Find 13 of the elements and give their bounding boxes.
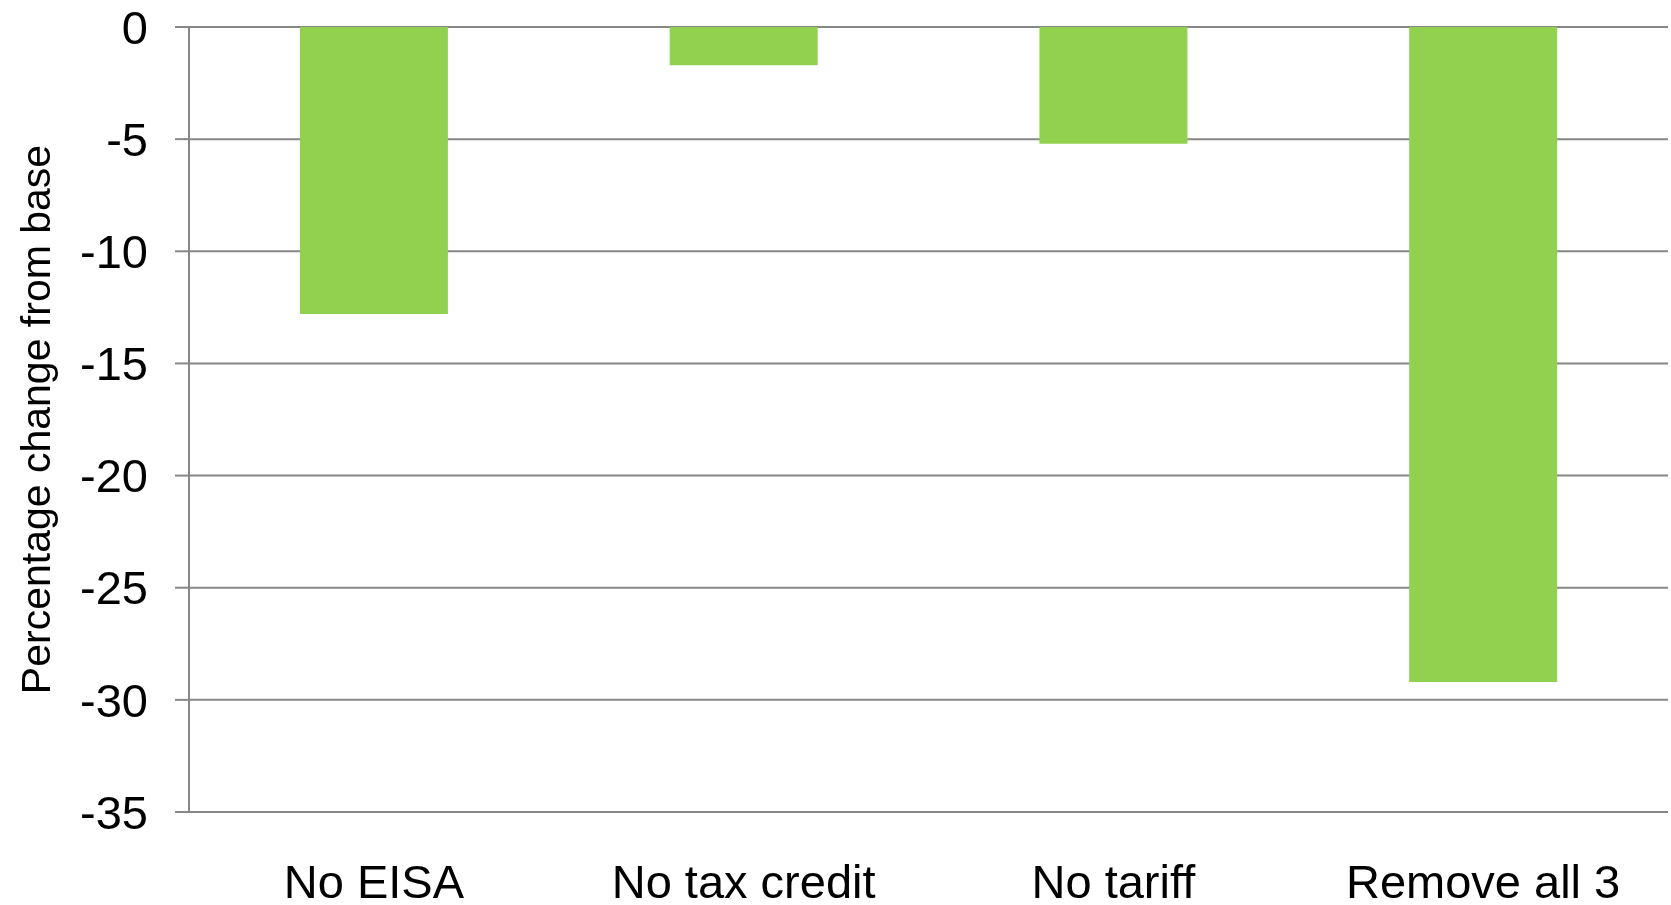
y-tick-label: -35	[80, 785, 148, 839]
y-tick-label: -10	[80, 224, 148, 278]
x-tick-label: No EISA	[283, 855, 465, 905]
x-tick-label: No tax credit	[611, 855, 876, 905]
y-tick-label: 0	[121, 0, 148, 54]
y-axis-title: Percentage change from base	[12, 144, 59, 695]
y-tick-label: -25	[80, 561, 148, 615]
y-tick-label: -15	[80, 337, 148, 391]
x-tick-label: No tariff	[1031, 855, 1197, 905]
y-tick-label: -20	[80, 449, 148, 503]
y-tick-label: -5	[106, 112, 148, 166]
y-tick-label: -30	[80, 673, 148, 727]
x-tick-label: Remove all 3	[1345, 855, 1621, 905]
